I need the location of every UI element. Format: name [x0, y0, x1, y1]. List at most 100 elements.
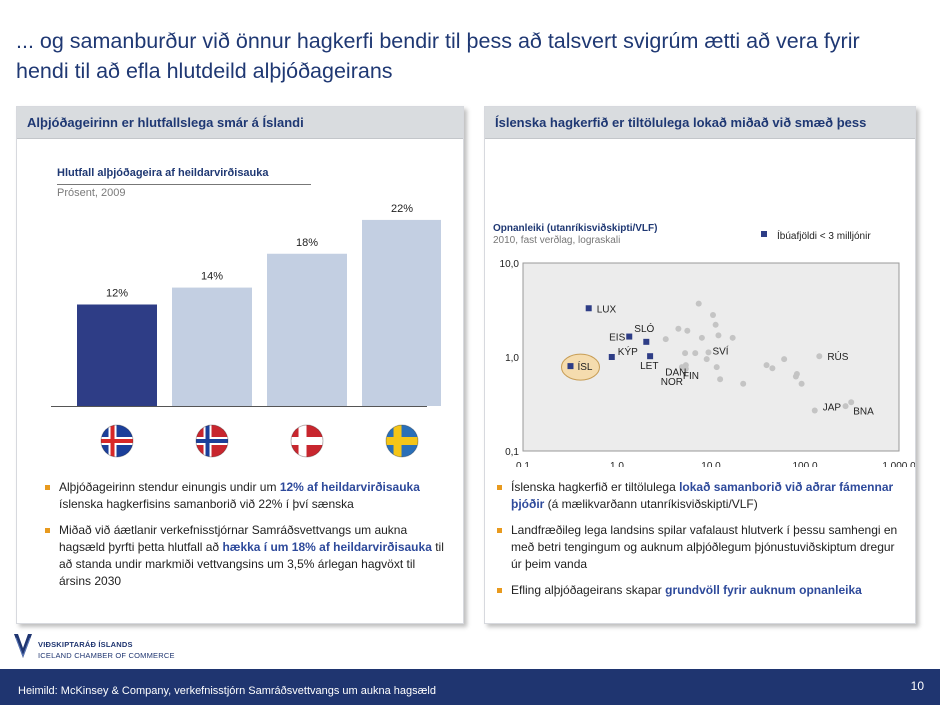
scatter-point-other [811, 407, 818, 414]
source-note: Heimild: McKinsey & Company, verkefnisst… [18, 685, 436, 697]
footer-bar: Heimild: McKinsey & Company, verkefnisst… [0, 669, 940, 705]
y-axis-title: Opnanleiki (utanríkisviðskipti/VLF) [493, 222, 657, 234]
scatter-point-other [769, 365, 776, 372]
scatter-point-small [626, 333, 633, 340]
point-label: LET [640, 361, 658, 372]
highlight-text: 12% af heildarvirðisauka [279, 480, 420, 494]
scatter-point-other [703, 356, 710, 363]
scatter-point-other [763, 362, 770, 369]
left-bullet-2: Miðað við áætlanir verkefnisstjórnar Sam… [45, 522, 449, 590]
right-bullets: Íslenska hagkerfið er tiltölulega lokað … [497, 479, 905, 608]
x-tick-label: 100,0 [792, 461, 817, 467]
scatter-point-other [781, 356, 788, 363]
bar-chart-title: Hlutfall alþjóðageira af heildarvirðisau… [57, 167, 269, 179]
scatter-point-other [842, 403, 849, 410]
bullet-text: Alþjóðageirinn stendur einungis undir um [59, 480, 280, 494]
chamber-of-commerce-logo: VIÐSKIPTARÁÐ ÍSLANDS ICELAND CHAMBER OF … [12, 632, 212, 666]
scatter-point-small [647, 353, 654, 360]
x-tick-label: 1.000,0 [882, 461, 915, 467]
scatter-point-other [675, 325, 682, 332]
scatter-point-other [709, 311, 716, 318]
scatter-point-other [793, 370, 800, 377]
right-panel: Íslenska hagkerfið er tiltölulega lokað … [484, 106, 916, 624]
point-label: KÝP [618, 345, 638, 358]
bar-chart: 12% 14% 18% 22% [51, 203, 441, 458]
point-label: ÍSL [577, 360, 592, 373]
scatter-point-other [705, 349, 712, 356]
y-tick-label: 10,0 [500, 259, 520, 270]
page-number: 10 [910, 679, 924, 693]
bullet-text: til að standa undir markmiði vettvangsin… [59, 540, 444, 588]
scatter-point-other [717, 376, 724, 383]
bar-4 [362, 219, 441, 406]
scatter-point-other [816, 353, 823, 360]
y-tick-label: 1,0 [505, 353, 519, 364]
iceland-highlight [560, 353, 600, 381]
left-panel: Alþjóðageirinn er hlutfallslega smár á Í… [16, 106, 464, 624]
scatter-point-other [662, 336, 669, 343]
scatter-point-other [682, 362, 689, 369]
point-label: EIS [609, 333, 625, 344]
bullet-text: Efling alþjóðageirans skapar [511, 583, 666, 597]
scatter-point-other [729, 334, 736, 341]
left-bullets: Alþjóðageirinn stendur einungis undir um… [45, 479, 449, 599]
scatter-point-small [643, 338, 650, 345]
point-label: RÚS [827, 350, 848, 363]
bar-chart-subtitle: Prósent, 2009 [57, 187, 126, 199]
highlight-text: lokað samanborið við aðrar fámennar þjóð… [511, 480, 894, 511]
bar-3 [267, 253, 347, 406]
bullet-text: Íslenska hagkerfið er tiltölulega [511, 480, 680, 494]
left-panel-header: Alþjóðageirinn er hlutfallslega smár á Í… [17, 107, 463, 139]
bar-value-label: 14% [201, 271, 223, 283]
flag-norway-icon [196, 425, 228, 457]
logo-line-1: VIÐSKIPTARÁÐ ÍSLANDS [38, 640, 133, 649]
scatter-point-other [692, 350, 699, 357]
highlight-text: grundvöll fyrir auknum opnanleika [665, 583, 862, 597]
y-tick-label: 0,1 [505, 447, 519, 458]
scatter-point-other [682, 350, 689, 357]
chamber-logo-icon [14, 634, 32, 658]
x-tick-label: 0,1 [516, 461, 530, 467]
legend-label: Íbúafjöldi < 3 milljónir [777, 229, 871, 242]
scatter-point-other [712, 321, 719, 328]
bullet-text: (á mælikvarðann utanríkisviðskipti/VLF) [544, 497, 758, 511]
right-bullet-2: Landfræðileg lega landsins spilar vafala… [497, 522, 905, 573]
point-label: JAP [823, 402, 842, 413]
scatter-point-small [585, 305, 592, 312]
slide-title: ... og samanburður við önnur hagkerfi be… [16, 29, 860, 83]
bar-2 [172, 287, 252, 406]
bullet-text: Miðað við áætlanir verkefnisstjórnar Sam… [59, 523, 408, 554]
point-label: BNA [853, 406, 874, 417]
scatter-point-other [740, 380, 747, 387]
scatter-point-other [798, 380, 805, 387]
point-label: SLÓ [634, 322, 654, 335]
highlight-text: hækka í um 18% af heildarvirðisauka [222, 540, 432, 554]
scatter-point-small [608, 354, 615, 360]
bar-value-label: 12% [106, 288, 128, 300]
point-label: NOR [661, 377, 683, 388]
y-axis-subtitle: 2010, fast verðlag, lograskali [493, 234, 620, 246]
scatter-point-other [715, 332, 722, 339]
flag-iceland-icon [101, 425, 133, 457]
left-bullet-1: Alþjóðageirinn stendur einungis undir um… [45, 479, 449, 513]
bullet-text: Landfræðileg lega landsins spilar vafala… [511, 523, 898, 571]
bar-value-label: 18% [296, 237, 318, 249]
logo-line-2: ICELAND CHAMBER OF COMMERCE [38, 651, 175, 660]
point-label: SVÍ [712, 344, 728, 357]
point-label: DAN [665, 368, 686, 379]
x-tick-label: 10,0 [701, 461, 721, 467]
flag-denmark-icon [291, 425, 323, 457]
scatter-point-other [848, 399, 855, 406]
bar-value-label: 22% [391, 203, 413, 215]
right-bullet-3: Efling alþjóðageirans skapar grundvöll f… [497, 582, 905, 599]
scatter-chart: Opnanleiki (utanríkisviðskipti/VLF)2010,… [493, 222, 915, 467]
right-panel-header: Íslenska hagkerfið er tiltölulega lokað … [485, 107, 915, 139]
right-bullet-1: Íslenska hagkerfið er tiltölulega lokað … [497, 479, 905, 513]
scatter-point-other [684, 327, 691, 334]
bar-chart-title-underline [57, 184, 311, 185]
scatter-point-other [698, 334, 705, 341]
bar-1 [77, 304, 157, 406]
x-tick-label: 1,0 [610, 461, 624, 467]
scatter-point-small [567, 363, 574, 370]
scatter-point-other [695, 300, 702, 307]
